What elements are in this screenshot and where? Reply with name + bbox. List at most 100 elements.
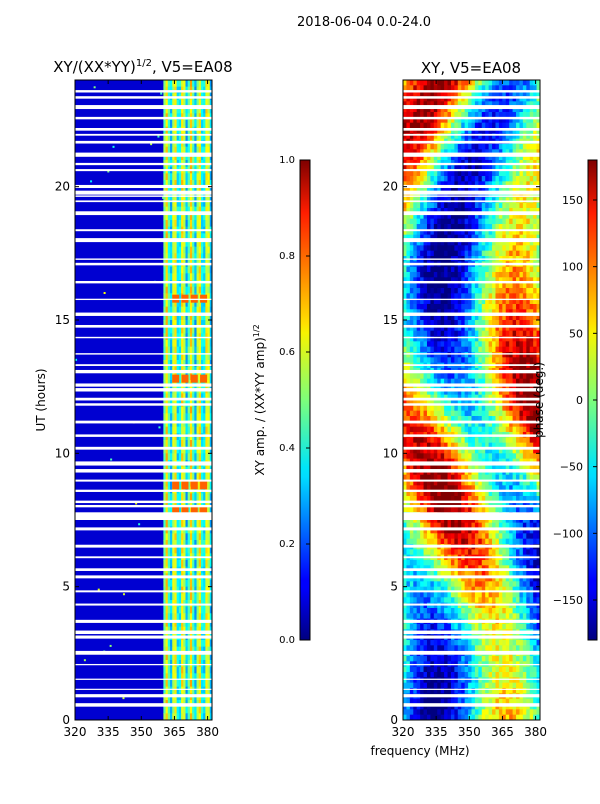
right-heat-cell	[430, 224, 434, 230]
right-heat-cell	[509, 171, 513, 177]
right-heat-cell	[523, 288, 527, 294]
right-heat-cell	[448, 293, 452, 299]
left-flagged-row	[75, 383, 212, 386]
right-heat-cell	[427, 373, 431, 379]
right-heat-cell	[516, 347, 520, 353]
right-heat-cell	[530, 251, 534, 257]
right-heat-cell	[523, 405, 527, 411]
right-heat-cell	[420, 341, 424, 347]
right-heat-cell	[513, 203, 517, 209]
right-heat-cell	[472, 347, 476, 353]
amplitude-colorbar-tick-label: 0.2	[279, 539, 295, 550]
right-heat-cell	[448, 347, 452, 353]
right-heat-cell	[427, 341, 431, 347]
right-heat-cell	[513, 267, 517, 273]
right-heat-cell	[526, 437, 530, 443]
right-heat-cell	[417, 347, 421, 353]
right-heat-cell	[499, 251, 503, 257]
left-speckle	[162, 197, 164, 199]
right-heat-cell	[506, 357, 510, 363]
right-heat-cell	[526, 304, 530, 310]
right-heat-cell	[461, 144, 465, 150]
right-heat-cell	[403, 427, 407, 433]
right-heat-cell	[523, 320, 527, 326]
left-flagged-row	[75, 568, 212, 571]
right-heat-cell	[420, 373, 424, 379]
right-heat-cell	[441, 293, 445, 299]
left-hot-spot	[182, 295, 189, 303]
right-heat-cell	[406, 357, 410, 363]
right-heat-cell	[465, 219, 469, 225]
right-heat-cell	[403, 245, 407, 251]
right-heat-cell	[444, 347, 448, 353]
right-heat-cell	[475, 347, 479, 353]
right-heat-cell	[434, 245, 438, 251]
right-heat-cell	[502, 171, 506, 177]
right-heat-cell	[444, 405, 448, 411]
left-speckle	[110, 459, 112, 461]
right-heat-cell	[458, 171, 462, 177]
right-heat-cell	[502, 405, 506, 411]
right-heat-cell	[413, 352, 417, 358]
right-heat-cell	[434, 267, 438, 273]
right-heat-cell	[454, 123, 458, 129]
right-heat-cell	[509, 251, 513, 257]
right-heat-cell	[506, 80, 510, 86]
right-heat-cell	[495, 341, 499, 347]
right-heat-cell	[424, 405, 428, 411]
right-heat-cell	[437, 373, 441, 379]
right-heatmap	[403, 80, 541, 721]
right-heat-cell	[513, 224, 517, 230]
left-flagged-row	[75, 185, 212, 188]
right-heat-cell	[513, 251, 517, 257]
left-flagged-row	[75, 694, 212, 697]
right-heat-cell	[427, 288, 431, 294]
right-heat-cell	[410, 245, 414, 251]
right-heat-cell	[458, 331, 462, 337]
right-heat-cell	[475, 437, 479, 443]
right-heat-cell	[434, 251, 438, 257]
right-heat-cell	[506, 331, 510, 337]
right-heat-cell	[526, 320, 530, 326]
right-heat-cell	[461, 373, 465, 379]
right-heat-cell	[485, 203, 489, 209]
right-heat-cell	[434, 176, 438, 182]
right-heat-cell	[533, 272, 537, 278]
right-heat-cell	[492, 80, 496, 86]
right-heat-cell	[413, 272, 417, 278]
right-heat-cell	[485, 373, 489, 379]
right-heat-cell	[506, 293, 510, 299]
right-heat-cell	[410, 437, 414, 443]
right-heat-cell	[406, 331, 410, 337]
right-heat-cell	[523, 347, 527, 353]
right-heat-cell	[502, 427, 506, 433]
right-heat-cell	[478, 80, 482, 86]
right-heat-cell	[427, 245, 431, 251]
right-heat-cell	[441, 80, 445, 86]
right-heat-cell	[465, 272, 469, 278]
right-heat-cell	[444, 267, 448, 273]
right-heat-cell	[448, 251, 452, 257]
right-heat-cell	[502, 176, 506, 182]
left-speckle	[123, 593, 125, 595]
right-heat-cell	[478, 245, 482, 251]
right-heat-cell	[465, 411, 469, 417]
right-heat-cell	[427, 411, 431, 417]
right-heat-cell	[506, 411, 510, 417]
right-heat-cell	[489, 251, 493, 257]
right-heat-cell	[430, 352, 434, 358]
right-heat-cell	[403, 293, 407, 299]
right-heat-cell	[403, 251, 407, 257]
right-heat-cell	[489, 357, 493, 363]
right-heat-cell	[533, 288, 537, 294]
right-heat-cell	[458, 176, 462, 182]
right-heat-cell	[403, 144, 407, 150]
right-heat-cell	[454, 251, 458, 257]
right-heat-cell	[516, 357, 520, 363]
right-heat-cell	[441, 304, 445, 310]
right-heat-cell	[482, 347, 486, 353]
right-heat-cell	[430, 304, 434, 310]
right-heat-cell	[516, 197, 520, 203]
right-heat-cell	[499, 267, 503, 273]
right-heat-cell	[478, 123, 482, 129]
